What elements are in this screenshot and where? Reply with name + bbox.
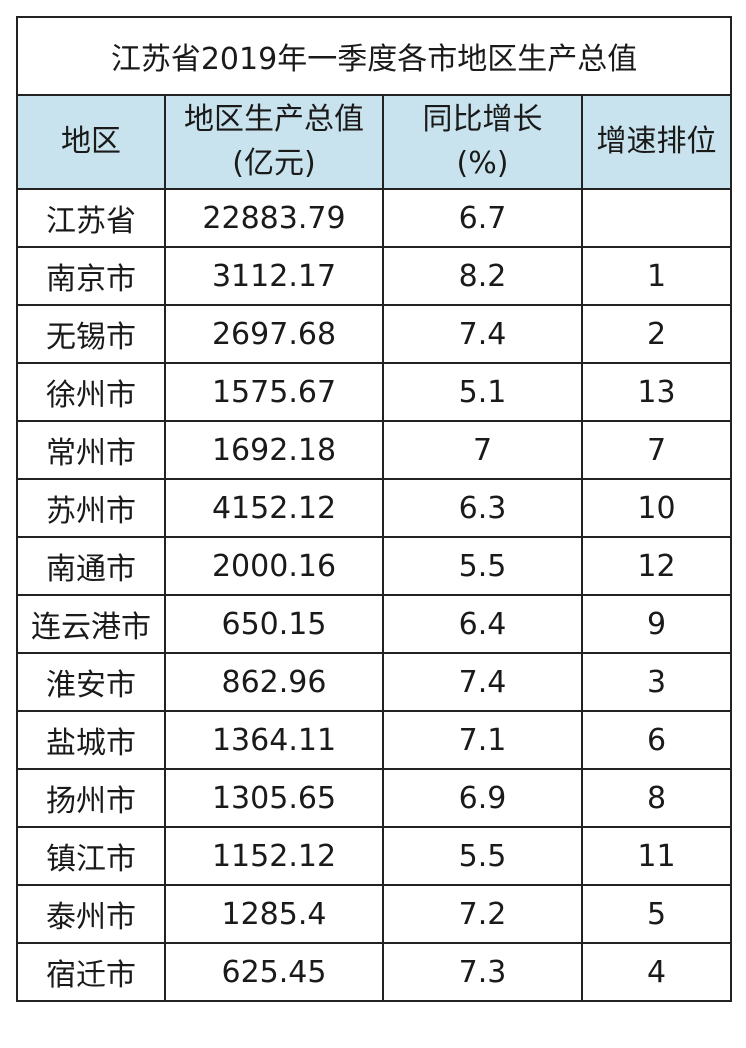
cell-region: 江苏省 <box>16 188 166 248</box>
cell-gdp: 1152.12 <box>164 826 384 886</box>
table-row: 江苏省 22883.79 6.7 <box>16 188 733 248</box>
cell-gdp: 4152.12 <box>164 478 384 538</box>
cell-region: 南京市 <box>16 246 166 306</box>
cell-rank: 5 <box>580 884 733 944</box>
cell-growth: 5.5 <box>382 826 583 886</box>
cell-gdp: 1692.18 <box>164 420 384 480</box>
cell-growth: 7.4 <box>382 652 583 712</box>
cell-region: 泰州市 <box>16 884 166 944</box>
header-growth-line1: 同比增长 <box>422 102 543 137</box>
cell-growth: 7 <box>382 420 583 480</box>
cell-rank: 2 <box>580 304 733 364</box>
header-growth-line2: (%) <box>456 146 509 181</box>
cell-rank <box>580 188 733 248</box>
cell-region: 连云港市 <box>16 594 166 654</box>
cell-rank: 6 <box>580 710 733 770</box>
cell-region: 南通市 <box>16 536 166 596</box>
header-region: 地区 <box>16 94 166 190</box>
table-row: 常州市 1692.18 7 7 <box>16 420 733 480</box>
cell-gdp: 650.15 <box>164 594 384 654</box>
cell-growth: 6.7 <box>382 188 583 248</box>
cell-region: 无锡市 <box>16 304 166 364</box>
cell-region: 镇江市 <box>16 826 166 886</box>
cell-growth: 7.2 <box>382 884 583 944</box>
table-row: 苏州市 4152.12 6.3 10 <box>16 478 733 538</box>
table-row: 镇江市 1152.12 5.5 11 <box>16 826 733 886</box>
cell-rank: 9 <box>580 594 733 654</box>
cell-gdp: 1575.67 <box>164 362 384 422</box>
header-row: 地区 地区生产总值 (亿元) 同比增长 (%) 增速排位 <box>16 94 733 190</box>
table-row: 南京市 3112.17 8.2 1 <box>16 246 733 306</box>
cell-rank: 12 <box>580 536 733 596</box>
cell-gdp: 625.45 <box>164 942 384 1002</box>
cell-growth: 6.9 <box>382 768 583 828</box>
cell-gdp: 2000.16 <box>164 536 384 596</box>
table-row: 泰州市 1285.4 7.2 5 <box>16 884 733 944</box>
cell-gdp: 1305.65 <box>164 768 384 828</box>
cell-region: 徐州市 <box>16 362 166 422</box>
gdp-table: 江苏省2019年一季度各市地区生产总值 地区 地区生产总值 (亿元) 同比增长 … <box>15 16 733 1002</box>
table-row: 宿迁市 625.45 7.3 4 <box>16 942 733 1002</box>
cell-growth: 7.1 <box>382 710 583 770</box>
cell-region: 常州市 <box>16 420 166 480</box>
cell-rank: 1 <box>580 246 733 306</box>
table-row: 淮安市 862.96 7.4 3 <box>16 652 733 712</box>
cell-region: 盐城市 <box>16 710 166 770</box>
header-gdp: 地区生产总值 (亿元) <box>164 94 384 190</box>
cell-gdp: 22883.79 <box>164 188 384 248</box>
cell-gdp: 1285.4 <box>164 884 384 944</box>
cell-rank: 8 <box>580 768 733 828</box>
table-title: 江苏省2019年一季度各市地区生产总值 <box>15 16 733 96</box>
cell-rank: 10 <box>580 478 733 538</box>
gdp-table-container: 江苏省2019年一季度各市地区生产总值 地区 地区生产总值 (亿元) 同比增长 … <box>15 16 733 1002</box>
table-row: 无锡市 2697.68 7.4 2 <box>16 304 733 364</box>
table-row: 扬州市 1305.65 6.9 8 <box>16 768 733 828</box>
cell-gdp: 862.96 <box>164 652 384 712</box>
cell-region: 淮安市 <box>16 652 166 712</box>
cell-rank: 11 <box>580 826 733 886</box>
table-row: 徐州市 1575.67 5.1 13 <box>16 362 733 422</box>
cell-gdp: 2697.68 <box>164 304 384 364</box>
cell-rank: 3 <box>580 652 733 712</box>
cell-growth: 5.1 <box>382 362 583 422</box>
cell-gdp: 3112.17 <box>164 246 384 306</box>
cell-growth: 7.3 <box>382 942 583 1002</box>
cell-region: 宿迁市 <box>16 942 166 1002</box>
title-row: 江苏省2019年一季度各市地区生产总值 <box>15 16 733 96</box>
cell-growth: 5.5 <box>382 536 583 596</box>
cell-growth: 6.3 <box>382 478 583 538</box>
table-row: 南通市 2000.16 5.5 12 <box>16 536 733 596</box>
table-row: 连云港市 650.15 6.4 9 <box>16 594 733 654</box>
cell-gdp: 1364.11 <box>164 710 384 770</box>
cell-growth: 7.4 <box>382 304 583 364</box>
cell-growth: 8.2 <box>382 246 583 306</box>
cell-rank: 13 <box>580 362 733 422</box>
header-rank: 增速排位 <box>580 94 733 190</box>
cell-rank: 4 <box>580 942 733 1002</box>
header-gdp-line1: 地区生产总值 <box>184 102 364 137</box>
cell-growth: 6.4 <box>382 594 583 654</box>
cell-region: 苏州市 <box>16 478 166 538</box>
header-gdp-line2: (亿元) <box>232 146 316 181</box>
header-growth: 同比增长 (%) <box>382 94 583 190</box>
table-row: 盐城市 1364.11 7.1 6 <box>16 710 733 770</box>
cell-region: 扬州市 <box>16 768 166 828</box>
cell-rank: 7 <box>580 420 733 480</box>
